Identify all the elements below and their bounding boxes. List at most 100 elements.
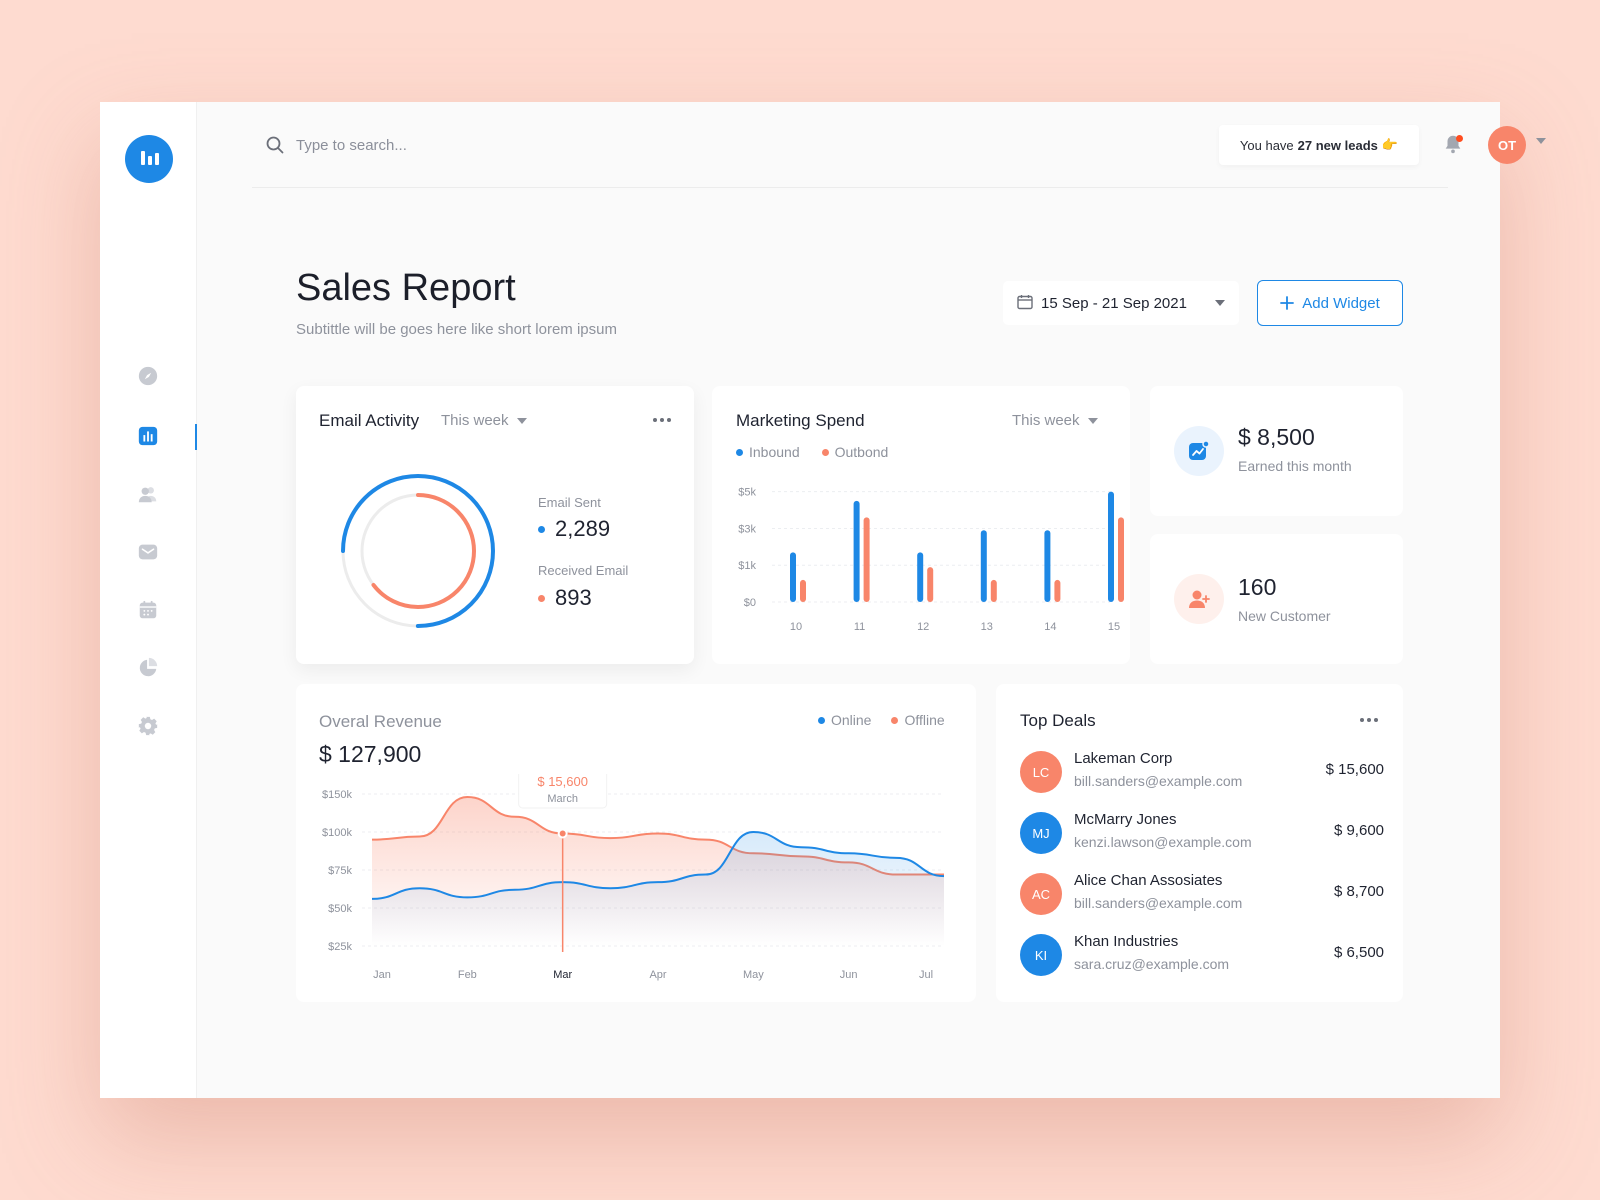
bar-inbound-15 [1108, 491, 1114, 602]
calendar-icon [1017, 295, 1033, 310]
bar-inbound-11 [853, 500, 860, 602]
email-sent-value: 2,289 [555, 516, 611, 541]
add-user-icon [1189, 590, 1210, 608]
deal-company-name: Lakeman Corp [1074, 750, 1173, 767]
search-icon [266, 136, 284, 154]
sidebar-item-customers[interactable] [136, 482, 160, 506]
top-deals-card: Top Deals LC Lakeman Corp bill.sanders@exa… [996, 684, 1403, 1002]
sidebar-item-analytics[interactable] [136, 656, 160, 680]
donut-arc-sent [341, 474, 495, 628]
y-tick-label: $150k [322, 789, 352, 801]
x-tick-label: 11 [854, 621, 865, 633]
calendar-icon [139, 600, 157, 619]
page-subtitle: Subtittle will be goes here like short l… [296, 321, 617, 338]
bar-outbond-12 [927, 567, 934, 602]
y-tick-label: $25k [328, 941, 352, 953]
page-title: Sales Report [296, 267, 516, 309]
x-tick-label: 13 [981, 621, 993, 633]
bar-outbond-10 [800, 579, 806, 602]
bar-outbond-14 [1054, 579, 1061, 602]
avatar: MJ [1020, 812, 1062, 854]
notification-dot [1456, 135, 1463, 142]
revenue-title: Overal Revenue [319, 712, 442, 731]
mail-icon [138, 544, 158, 560]
revenue-total: $ 127,900 [319, 741, 422, 767]
deal-company-name: Khan Industries [1074, 933, 1179, 950]
bar-chart-icon [138, 426, 158, 446]
line-online [371, 830, 945, 900]
sidebar-item-explore[interactable] [136, 364, 160, 388]
y-tick-label: $0 [744, 597, 756, 609]
user-avatar[interactable]: OT [1488, 126, 1526, 164]
period-label: This week [441, 412, 509, 429]
search-input[interactable] [296, 132, 696, 158]
x-tick-label: 15 [1108, 621, 1120, 633]
marketing-legend: Inbound Outbond [736, 444, 888, 460]
email-activity-period-dropdown[interactable]: This week [441, 412, 527, 429]
app-logo[interactable] [125, 135, 173, 183]
more-options-button[interactable] [1359, 715, 1379, 725]
donut-arc-received [360, 493, 476, 609]
sidebar-item-settings[interactable] [136, 714, 160, 738]
users-icon [138, 487, 157, 503]
date-range-picker[interactable]: 15 Sep - 21 Sep 2021 [1003, 281, 1239, 325]
chevron-down-icon[interactable] [1536, 138, 1546, 144]
legend-outbound: Outbond [821, 444, 888, 460]
avatar: LC [1020, 751, 1062, 793]
received-email-label: Received Email [538, 563, 629, 578]
earnings-icon-wrap [1174, 426, 1224, 476]
trend-up-icon [1189, 440, 1210, 460]
tooltip-label: March [547, 793, 578, 805]
y-tick-label: $50k [328, 903, 352, 915]
bar-outbond-15 [1118, 517, 1124, 602]
marketing-bar-chart: $0 $1k $3k $5k 10 11 12 13 14 15 [738, 487, 1124, 633]
sidebar [100, 102, 197, 1098]
gear-icon [138, 716, 158, 736]
chevron-down-icon [516, 417, 527, 424]
bar-outbond-13 [990, 579, 997, 602]
email-activity-card: Email Activity This week Email Sent 2,28… [296, 386, 694, 664]
active-indicator [195, 424, 197, 450]
avatar: AC [1020, 873, 1062, 915]
bar-inbound-14 [1044, 530, 1051, 602]
x-tick-label: Apr [649, 969, 666, 981]
legend-offline: Offline [891, 712, 945, 728]
legend-online: Online [818, 712, 871, 728]
pie-chart-icon [139, 657, 158, 677]
earned-kpi-card: $ 8,500 Earned this month [1150, 386, 1403, 516]
sidebar-item-calendar[interactable] [136, 598, 160, 622]
legend-inbound: Inbound [736, 444, 800, 460]
x-tick-label: Feb [458, 969, 477, 981]
more-options-button[interactable] [652, 415, 672, 425]
notifications-button[interactable] [1442, 133, 1466, 157]
x-tick-label: Mar [553, 969, 572, 981]
y-tick-label: $3k [738, 523, 756, 535]
add-widget-button[interactable]: Add Widget [1257, 280, 1403, 326]
customer-icon-wrap [1174, 574, 1224, 624]
bar-inbound-12 [917, 552, 924, 602]
marketing-spend-period-dropdown[interactable]: This week [1012, 412, 1098, 429]
sidebar-item-reports[interactable] [136, 424, 160, 448]
deal-company-name: McMarry Jones [1074, 811, 1177, 828]
deal-row[interactable]: AC Alice Chan Assosiates bill.sanders@exam… [1020, 870, 1384, 918]
leads-banner[interactable]: You have 27 new leads 👉 [1219, 125, 1419, 165]
deal-row[interactable]: LC Lakeman Corp bill.sanders@example.com $ … [1020, 748, 1384, 796]
deal-row[interactable]: MJ McMarry Jones kenzi.lawson@example.com $… [1020, 809, 1384, 857]
revenue-legend: Online Offline [818, 712, 945, 728]
deal-amount: $ 8,700 [1333, 883, 1384, 900]
revenue-card: Overal Revenue $ 127,900 Online Offline … [296, 684, 976, 1002]
deal-email: kenzi.lawson@example.com [1074, 834, 1252, 850]
deal-email: bill.sanders@example.com [1074, 773, 1243, 789]
earned-value: $ 8,500 [1238, 424, 1315, 450]
sidebar-item-messages[interactable] [136, 540, 160, 564]
email-activity-title: Email Activity [319, 411, 420, 430]
deal-amount: $ 9,600 [1333, 822, 1384, 839]
plus-icon [1280, 296, 1295, 310]
email-sent-label: Email Sent [538, 495, 601, 510]
avatar: KI [1020, 934, 1062, 976]
y-tick-label: $1k [738, 560, 756, 572]
x-tick-label: 14 [1044, 621, 1056, 633]
revenue-line-chart: $25k $50k $75k $100k $150k $ 15,600 March Jan Fe… [322, 774, 945, 981]
compass-icon [138, 366, 158, 386]
deal-row[interactable]: KI Khan Industries sara.cruz@example.com $ … [1020, 931, 1384, 979]
